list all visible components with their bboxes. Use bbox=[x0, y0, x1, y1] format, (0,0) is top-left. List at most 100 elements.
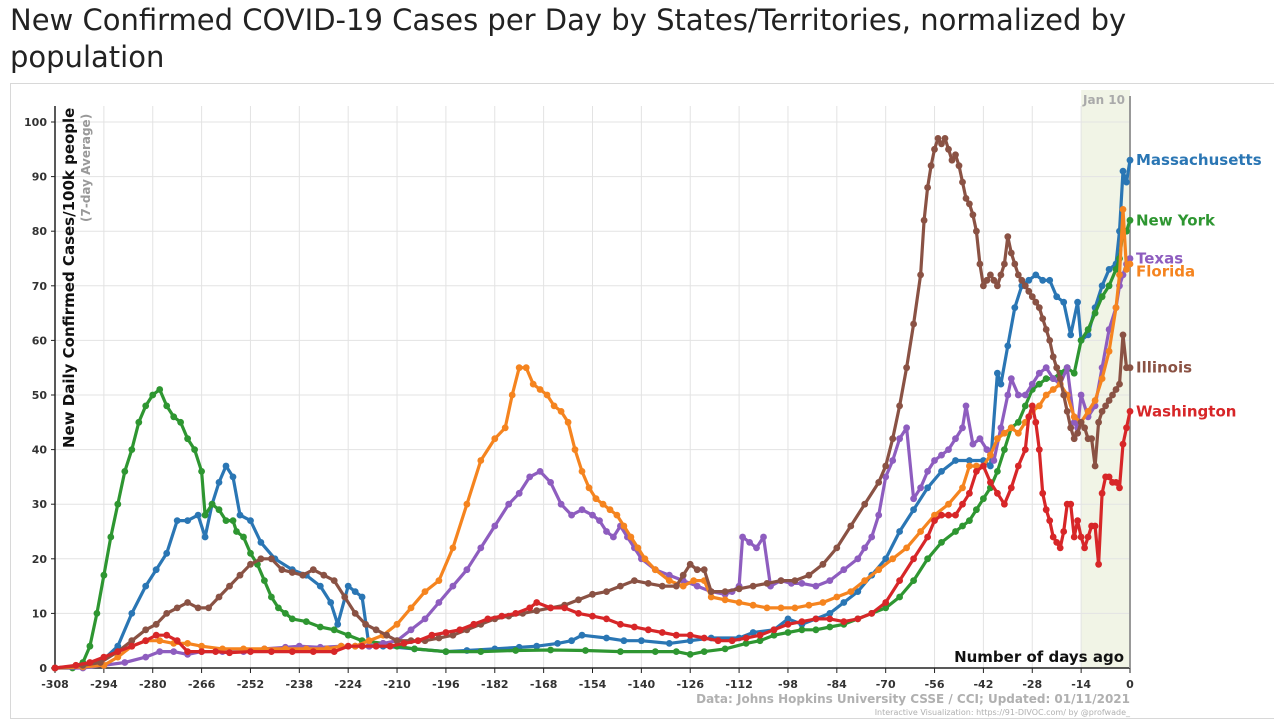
data-point-massachusetts bbox=[997, 380, 1005, 388]
data-point-texas bbox=[812, 582, 820, 590]
x-tick-label: -84 bbox=[827, 678, 847, 691]
data-point-massachusetts bbox=[1060, 298, 1068, 306]
data-point-florida bbox=[491, 435, 499, 443]
data-point-washington bbox=[945, 511, 952, 519]
data-point-texas bbox=[526, 473, 534, 481]
x-tick-label: -28 bbox=[1022, 678, 1042, 691]
data-point-florida bbox=[861, 577, 869, 584]
data-point-florida bbox=[599, 500, 607, 508]
data-point-washington bbox=[498, 612, 506, 620]
data-point-massachusetts bbox=[854, 588, 862, 595]
data-point-florida bbox=[477, 457, 485, 464]
data-point-florida bbox=[679, 582, 687, 590]
data-point-illinois bbox=[393, 637, 401, 645]
chart-frame bbox=[10, 83, 1274, 719]
data-point-washington bbox=[358, 642, 366, 650]
data-point-texas bbox=[1004, 391, 1012, 399]
data-point-massachusetts bbox=[924, 484, 931, 492]
data-point-illinois bbox=[707, 588, 715, 595]
data-point-florida bbox=[959, 484, 966, 492]
data-point-texas bbox=[1007, 375, 1015, 382]
y-tick-label: 90 bbox=[32, 171, 48, 184]
data-point-florida bbox=[522, 364, 530, 372]
data-point-new-york bbox=[222, 517, 230, 524]
data-point-new-york bbox=[756, 637, 764, 645]
data-point-texas bbox=[421, 615, 429, 623]
data-point-new-york bbox=[882, 604, 890, 612]
data-point-new-york bbox=[952, 528, 959, 535]
series-end-label: Washington bbox=[1136, 402, 1236, 420]
data-point-illinois bbox=[1109, 391, 1116, 399]
y-tick-label: 40 bbox=[32, 444, 48, 457]
data-point-florida bbox=[994, 435, 1001, 443]
data-point-texas bbox=[477, 544, 485, 552]
x-tick-label: -70 bbox=[876, 678, 896, 691]
data-point-washington bbox=[344, 642, 352, 650]
data-point-washington bbox=[1067, 500, 1075, 508]
data-point-washington bbox=[400, 640, 408, 647]
data-point-new-york bbox=[1021, 402, 1029, 410]
data-point-new-york bbox=[184, 435, 192, 443]
data-point-florida bbox=[1116, 271, 1123, 279]
data-point-texas bbox=[491, 522, 499, 530]
data-point-illinois bbox=[952, 151, 959, 159]
data-point-washington bbox=[1060, 528, 1068, 535]
data-point-new-york bbox=[442, 648, 450, 655]
x-tick-label: -154 bbox=[579, 678, 607, 691]
data-point-illinois bbox=[268, 555, 275, 563]
data-point-illinois bbox=[236, 571, 244, 579]
data-point-texas bbox=[1049, 375, 1057, 382]
data-point-new-york bbox=[700, 648, 708, 655]
data-point-massachusetts bbox=[1004, 342, 1012, 350]
data-point-washington bbox=[86, 659, 94, 666]
x-tick-label: -42 bbox=[973, 678, 993, 691]
data-point-washington bbox=[1001, 500, 1008, 508]
data-point-washington bbox=[1098, 489, 1106, 497]
data-point-illinois bbox=[941, 135, 949, 142]
data-point-illinois bbox=[847, 522, 855, 530]
series-end-label: Illinois bbox=[1136, 359, 1192, 377]
data-point-washington bbox=[72, 661, 80, 669]
data-point-illinois bbox=[184, 599, 192, 606]
data-point-massachusetts bbox=[749, 629, 757, 636]
data-point-washington bbox=[589, 612, 596, 620]
y-tick-label: 50 bbox=[32, 389, 48, 402]
data-point-massachusetts bbox=[578, 631, 586, 639]
data-point-new-york bbox=[142, 402, 150, 410]
data-point-florida bbox=[1123, 266, 1130, 273]
data-point-illinois bbox=[875, 479, 883, 486]
data-point-florida bbox=[449, 544, 457, 552]
data-point-illinois bbox=[351, 610, 359, 617]
x-tick-label: -182 bbox=[481, 678, 509, 691]
data-point-new-york bbox=[910, 577, 917, 584]
data-point-texas bbox=[610, 533, 617, 541]
data-point-washington bbox=[959, 500, 966, 508]
data-point-new-york bbox=[170, 413, 178, 421]
data-point-washington bbox=[1007, 484, 1015, 492]
data-point-massachusetts bbox=[236, 511, 244, 519]
data-point-florida bbox=[707, 593, 715, 601]
data-point-texas bbox=[889, 457, 897, 464]
data-point-texas bbox=[938, 451, 945, 459]
data-point-florida bbox=[634, 544, 642, 552]
data-point-washington bbox=[114, 648, 122, 655]
data-point-texas bbox=[976, 435, 984, 443]
data-point-texas bbox=[665, 571, 673, 579]
data-point-new-york bbox=[1126, 216, 1134, 224]
data-point-illinois bbox=[128, 637, 136, 645]
data-point-washington bbox=[1112, 479, 1120, 486]
data-point-washington bbox=[1116, 484, 1123, 492]
data-point-washington bbox=[1021, 446, 1029, 453]
data-point-washington bbox=[575, 610, 582, 617]
data-point-washington bbox=[672, 631, 680, 639]
data-point-illinois bbox=[882, 462, 890, 470]
data-point-massachusetts bbox=[568, 637, 575, 645]
x-tick-label: -238 bbox=[286, 678, 314, 691]
data-point-illinois bbox=[983, 276, 991, 284]
data-point-florida bbox=[543, 391, 551, 399]
data-point-new-york bbox=[1014, 418, 1022, 426]
data-point-new-york bbox=[114, 500, 122, 508]
data-point-texas bbox=[903, 424, 910, 432]
data-point-texas bbox=[990, 457, 998, 464]
data-point-florida bbox=[987, 451, 994, 459]
